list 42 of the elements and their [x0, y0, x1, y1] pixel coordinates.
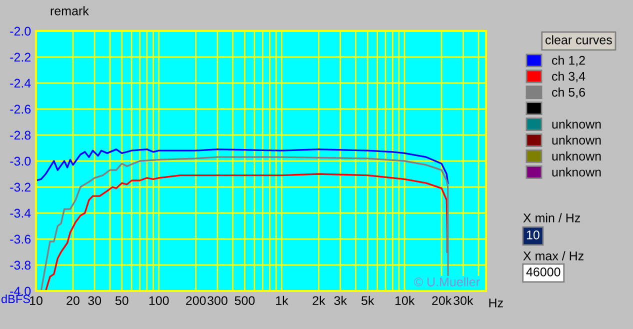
annotation: © U.Mueller: [414, 277, 480, 286]
y-tick-label: -2.2: [10, 52, 31, 62]
y-tick-label: -2.4: [10, 78, 31, 88]
legend-label: unknown: [552, 119, 601, 129]
x-tick-label: 1k: [276, 296, 288, 305]
y-axis-title: dBFS: [1, 294, 30, 304]
x-tick-label: 20: [66, 296, 80, 306]
x-tick-label: 30: [88, 296, 102, 306]
legend-label: unknown: [552, 167, 601, 177]
legend-label: ch 5,6: [552, 88, 585, 98]
y-tick-label: -3.4: [10, 208, 31, 218]
x-tick-label: 100: [149, 296, 169, 306]
y-tick-label: -3.2: [10, 182, 31, 192]
y-tick-label: -3.0: [10, 156, 31, 166]
text: clear curves: [546, 35, 612, 44]
y-tick-label: -3.8: [10, 260, 31, 270]
y-tick-label: -2.0: [10, 26, 31, 36]
x-tick-label: 10: [30, 296, 42, 306]
x-tick-label: 300: [208, 296, 228, 306]
y-tick-label: -2.8: [10, 130, 31, 140]
text: remark: [50, 6, 89, 16]
x-tick-label: 200: [186, 296, 206, 306]
text: X min / Hz: [523, 213, 580, 222]
x-tick-label: 5k: [361, 296, 374, 306]
x-axis-title: Hz: [489, 298, 503, 308]
x-tick-label: 10k: [395, 296, 415, 306]
text: X max / Hz: [523, 251, 584, 260]
text: 10: [526, 230, 540, 240]
y-tick-label: -2.6: [10, 104, 31, 114]
text: 46000: [526, 268, 560, 276]
x-tick-label: 50: [115, 296, 128, 306]
legend-label: ch 1,2: [552, 56, 585, 66]
x-tick-label: 3k: [334, 296, 347, 306]
x-tick-label: 20k: [432, 296, 452, 306]
legend-label: ch 3,4: [552, 72, 586, 82]
x-tick-label: 30k: [454, 296, 474, 306]
x-tick-label: 2k: [312, 296, 326, 305]
legend-label: unknown: [552, 151, 601, 161]
x-tick-label: 500: [234, 296, 255, 306]
y-tick-label: -3.6: [10, 234, 31, 244]
y-tick-label: -4.0: [10, 286, 31, 296]
legend-label: unknown: [552, 135, 601, 145]
